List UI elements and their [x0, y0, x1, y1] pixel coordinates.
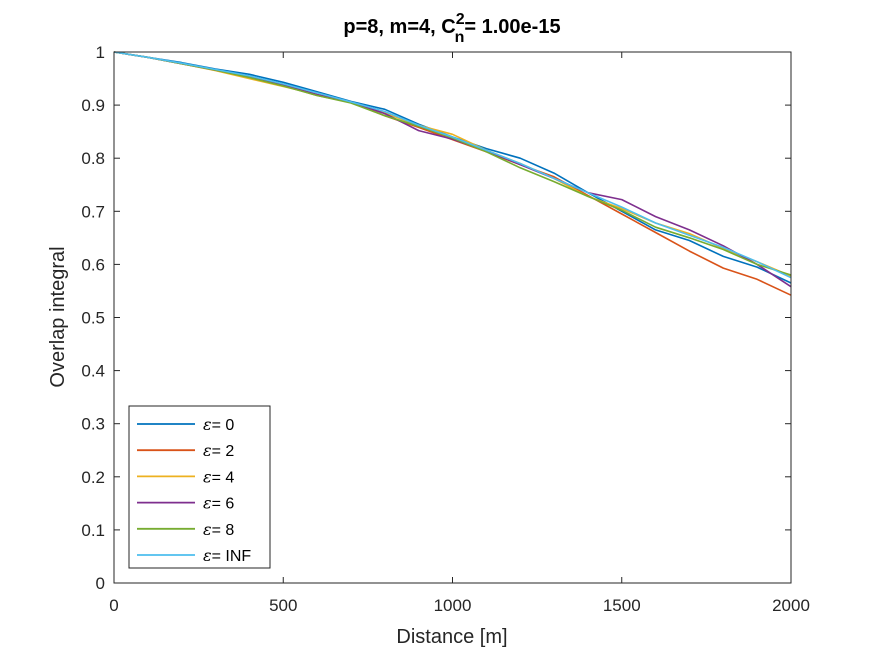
legend-label-3: ε= 6 [203, 494, 234, 513]
x-tick-label-3: 1500 [603, 596, 641, 615]
chart-title: p=8, m=4, C2 n= 1.00e-15 [343, 11, 560, 46]
x-tick-label-4: 2000 [772, 596, 810, 615]
y-tick-label-7: 0.7 [81, 202, 105, 221]
y-tick-label-5: 0.5 [81, 309, 105, 328]
legend-value: = 0 [212, 417, 235, 434]
y-axis-label: Overlap integral [47, 246, 69, 387]
title-prefix: p=8, m=4, C [343, 16, 455, 38]
y-tick-label-0: 0 [96, 574, 105, 593]
legend: ε= 0ε= 2ε= 4ε= 6ε= 8ε= INF [128, 405, 271, 569]
title-superscript: 2 [456, 11, 465, 28]
legend-label-2: ε= 4 [203, 467, 234, 486]
y-tick-label-2: 0.2 [81, 468, 105, 487]
legend-epsilon-symbol: ε [203, 415, 212, 434]
legend-epsilon-symbol: ε [203, 467, 212, 486]
x-axis-ticks: 0 500 1000 1500 2000 [109, 52, 810, 615]
series-layer [113, 51, 792, 296]
series-line-5 [113, 51, 792, 279]
x-tick-label-0: 0 [109, 596, 118, 615]
x-tick-label-1: 500 [269, 596, 297, 615]
y-tick-label-10: 1 [96, 43, 105, 62]
legend-label-0: ε= 0 [203, 415, 234, 434]
y-tick-label-6: 0.6 [81, 255, 105, 274]
y-tick-label-9: 0.9 [81, 96, 105, 115]
legend-box [128, 405, 271, 569]
y-tick-label-1: 0.1 [81, 521, 105, 540]
legend-label-4: ε= 8 [203, 520, 234, 539]
legend-value: = 4 [212, 469, 235, 486]
legend-value: = 6 [212, 496, 235, 513]
title-subscript: n [455, 29, 465, 46]
legend-value: = INF [212, 548, 252, 565]
y-axis-ticks: 0 0.1 0.2 0.3 0.4 0.5 0.6 0.7 0.8 0.9 1 [81, 43, 791, 593]
y-tick-label-3: 0.3 [81, 415, 105, 434]
legend-value: = 8 [212, 522, 235, 539]
legend-label-5: ε= INF [203, 546, 251, 565]
y-tick-label-4: 0.4 [81, 362, 105, 381]
legend-label-1: ε= 2 [203, 441, 234, 460]
legend-value: = 2 [212, 443, 235, 460]
series-line-4 [113, 51, 792, 276]
y-tick-label-8: 0.8 [81, 149, 105, 168]
legend-epsilon-symbol: ε [203, 520, 212, 539]
title-suffix: = 1.00e-15 [464, 16, 560, 38]
legend-epsilon-symbol: ε [203, 441, 212, 460]
legend-epsilon-symbol: ε [203, 494, 212, 513]
x-tick-label-2: 1000 [434, 596, 472, 615]
legend-epsilon-symbol: ε [203, 546, 212, 565]
x-axis-label: Distance [m] [396, 626, 507, 648]
